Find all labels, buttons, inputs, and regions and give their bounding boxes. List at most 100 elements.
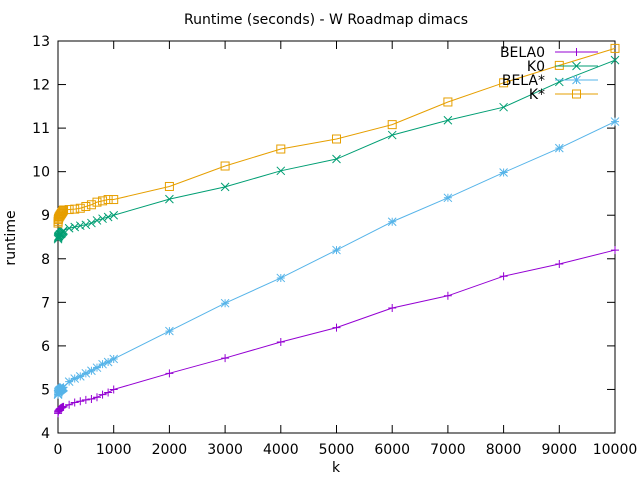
data-point-bela0 [555, 260, 564, 269]
data-point-bela0 [165, 369, 174, 378]
x-tick-label: 2000 [152, 442, 188, 458]
legend-label: K* [529, 87, 545, 103]
data-point-k0 [64, 223, 74, 233]
data-point-bela0 [221, 354, 230, 363]
data-point-k-star [554, 60, 564, 70]
legend-item-bela0: BELA0 [500, 45, 598, 61]
data-point-bela0 [443, 291, 452, 300]
data-point-bela-star [98, 359, 107, 369]
data-point-bela-star [59, 382, 68, 392]
data-point-k0 [499, 102, 508, 112]
x-tick-label: 9000 [541, 442, 577, 458]
data-point-bela-star [64, 377, 74, 386]
x-tick-label: 6000 [374, 442, 410, 458]
data-point-bela-star [103, 357, 113, 367]
series-k-star [53, 43, 620, 228]
data-point-bela0 [70, 398, 79, 407]
y-axis-label: runtime [3, 210, 19, 265]
data-point-k-star [92, 197, 102, 207]
data-point-k0 [610, 55, 620, 65]
series-k0 [53, 55, 620, 244]
legend-swatch-marker [572, 75, 581, 85]
y-tick-label: 7 [41, 295, 50, 311]
legend-label: K0 [527, 59, 545, 75]
data-point-k0 [220, 182, 230, 192]
data-point-bela-star [499, 168, 508, 177]
data-point-k-star [64, 205, 74, 215]
data-point-k-star [499, 78, 509, 88]
data-point-k0 [165, 194, 174, 204]
y-tick-label: 5 [41, 382, 50, 398]
data-point-k-star [276, 144, 286, 154]
series-bela0 [54, 246, 619, 418]
y-tick-label: 13 [32, 34, 50, 50]
y-tick-label: 6 [41, 339, 50, 355]
legend-swatch-marker [572, 48, 581, 56]
data-point-bela-star [109, 354, 119, 364]
data-point-bela-star [75, 372, 85, 381]
y-tick-label: 4 [41, 426, 50, 442]
data-point-bela0 [76, 397, 85, 406]
data-point-k-star [109, 195, 119, 205]
data-point-bela0 [104, 388, 113, 397]
data-point-bela0 [92, 393, 101, 402]
data-point-bela0 [388, 303, 397, 312]
data-point-k0 [109, 210, 119, 220]
data-point-bela-star [92, 363, 102, 373]
series-bela-star [53, 117, 620, 400]
data-point-bela-star [387, 217, 397, 227]
data-point-bela0 [65, 400, 74, 409]
legend-item-k0: K0 [527, 59, 598, 75]
x-tick-label: 8000 [486, 442, 522, 458]
data-point-bela-star [610, 117, 620, 126]
data-point-k-star [610, 43, 620, 53]
series-layer [53, 43, 620, 418]
x-tick-label: 3000 [207, 442, 243, 458]
data-point-bela0 [109, 385, 118, 394]
y-tick-label: 12 [32, 78, 50, 94]
data-point-k-star [75, 203, 85, 213]
series-line-bela-star [57, 121, 616, 395]
data-point-bela-star [276, 273, 286, 283]
data-point-k0 [387, 130, 397, 140]
legend-item-k-star: K* [529, 87, 598, 103]
x-tick-label: 10000 [593, 442, 638, 458]
x-tick-label: 0 [54, 442, 63, 458]
x-axis-label: k [332, 460, 341, 476]
data-point-bela-star [220, 298, 230, 308]
data-point-k-star [332, 134, 341, 144]
data-point-k-star [164, 181, 174, 191]
data-point-k-star [57, 207, 67, 217]
data-point-bela0 [81, 395, 90, 404]
data-point-k-star [58, 206, 68, 216]
data-point-k0 [87, 218, 96, 228]
data-point-k-star [387, 120, 397, 130]
axes-layer: 0 1000 2000 3000 4000 5000 6000 7000 8000 9000 100… [32, 34, 637, 458]
x-tick-label: 7000 [430, 442, 466, 458]
data-point-k-star [57, 208, 67, 218]
data-point-k0 [554, 77, 564, 87]
series-line-bela0 [57, 249, 616, 414]
data-point-bela-star [443, 193, 453, 203]
data-point-bela0 [499, 272, 508, 281]
chart-title: Runtime (seconds) - W Roadmap dimacs [184, 12, 468, 28]
data-point-bela-star [81, 368, 91, 378]
data-point-k-star [86, 200, 96, 210]
data-point-k-star [443, 97, 453, 107]
data-point-k-star [220, 161, 230, 171]
legend-label: BELA0 [500, 45, 545, 61]
data-point-bela0 [98, 390, 107, 399]
data-point-k-star [103, 195, 113, 205]
data-point-k0 [332, 154, 341, 164]
y-tick-label: 10 [32, 165, 50, 181]
legend-swatch-marker [572, 89, 581, 99]
data-point-k0 [92, 216, 102, 225]
data-point-k-star [70, 204, 80, 214]
data-point-bela0 [87, 395, 96, 404]
x-tick-label: 4000 [263, 442, 299, 458]
y-tick-label: 8 [41, 252, 50, 268]
data-point-k-star [98, 196, 108, 206]
